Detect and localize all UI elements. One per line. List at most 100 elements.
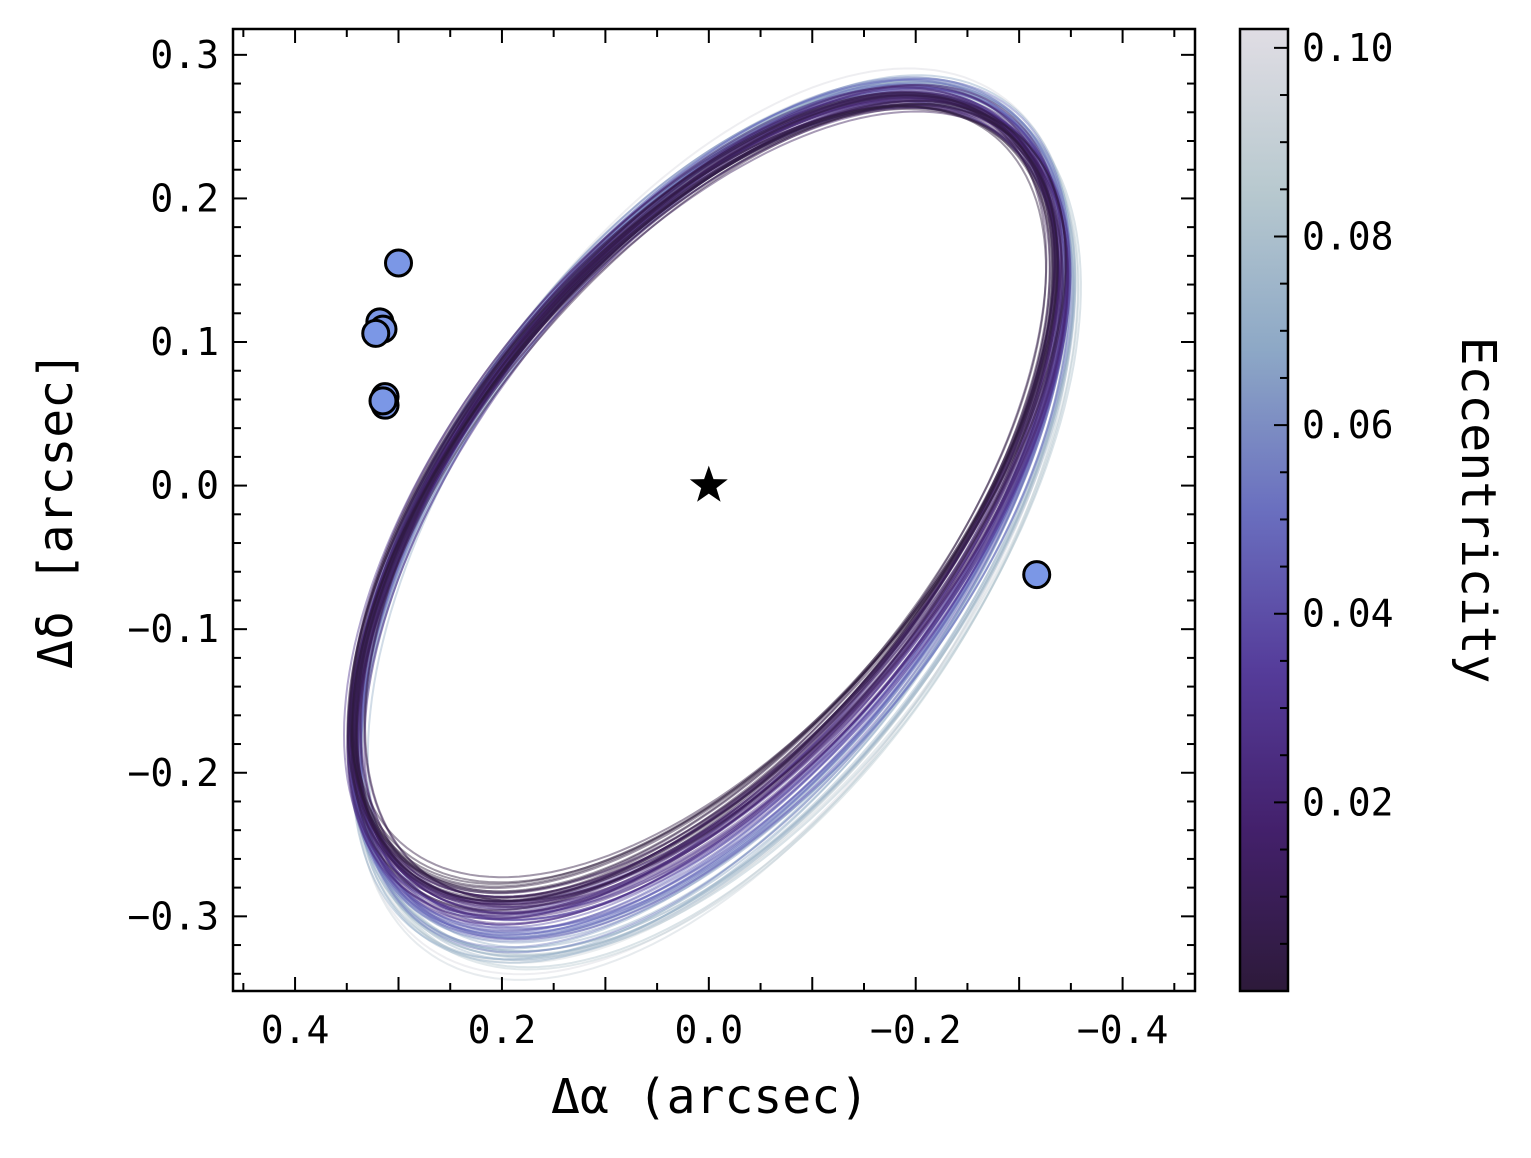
orbit-track [366, 82, 1069, 949]
orbit-track [350, 94, 1071, 935]
x-axis-label: Δα (arcsec) [551, 1069, 869, 1125]
orbit-track [351, 106, 1058, 879]
colorbar-ticks: 0.02 0.04 0.06 0.08 0.10 [1274, 26, 1394, 945]
orbit-track [353, 110, 1064, 898]
orbit-track [358, 87, 1074, 971]
orbit-track [353, 100, 1068, 915]
orbit-track [349, 82, 1065, 934]
orbit-track [357, 84, 1079, 957]
orbit-track [346, 107, 1055, 890]
orbit-track [351, 85, 1075, 958]
orbit-track [347, 91, 1057, 898]
orbit-track [351, 67, 1077, 976]
orbit-track [356, 95, 1069, 920]
orbit-track [354, 93, 1048, 903]
y-tick-label: 0.0 [150, 464, 219, 508]
orbit-track [359, 82, 1074, 956]
orbit-track [350, 91, 1056, 920]
observation-point [368, 386, 398, 416]
y-tick-label: −0.3 [127, 894, 219, 938]
orbit-track [352, 74, 1073, 950]
colorbar [1238, 27, 1290, 993]
orbit-track [351, 83, 1070, 944]
orbit-track [354, 79, 1076, 964]
orbit-track [348, 103, 1069, 917]
orbit-track [348, 91, 1065, 932]
orbit-track [348, 106, 1070, 906]
orbit-track [364, 96, 1058, 902]
x-tick-label: 0.2 [468, 1008, 537, 1052]
orbit-track [360, 80, 1080, 969]
x-tick-label: −0.4 [1077, 1008, 1169, 1052]
orbit-track [351, 94, 1063, 915]
host-star-marker [689, 465, 728, 502]
orbit-track [360, 100, 1075, 939]
x-tick-label: −0.2 [870, 1008, 962, 1052]
orbit-track [355, 106, 1063, 911]
orbit-track [354, 76, 1071, 954]
orbit-track [355, 86, 1070, 939]
orbit-tracks [342, 67, 1082, 981]
orbit-track [359, 93, 1055, 899]
orbit-track [351, 80, 1077, 953]
orbit-track [346, 92, 1060, 902]
plot-frame [231, 27, 1197, 993]
observation-point [361, 318, 391, 348]
orbit-track [355, 98, 1070, 914]
orbit-track [359, 85, 1055, 909]
orbit-track [346, 99, 1060, 917]
colorbar-tick-label: 0.06 [1302, 403, 1394, 447]
orbit-track [349, 104, 1054, 884]
orbit-track [342, 85, 1068, 915]
orbit-track [347, 77, 1072, 939]
star-icon [689, 465, 728, 502]
orbit-track [348, 93, 1069, 929]
orbit-track [349, 103, 1064, 899]
colorbar-tick-label: 0.02 [1302, 780, 1394, 824]
colorbar-tick-label: 0.08 [1302, 214, 1394, 258]
orbit-track [353, 97, 1069, 921]
orbit-track [353, 83, 1061, 938]
orbit-track [359, 91, 1073, 930]
orbit-track [353, 84, 1067, 943]
orbit-track [350, 102, 1059, 888]
orbit-track [350, 81, 1074, 953]
orbit-track [352, 87, 1059, 926]
orbit-track [349, 94, 1059, 893]
orbit-track [360, 93, 1070, 931]
orbit-track [360, 87, 1072, 962]
orbit-track [350, 94, 1054, 912]
orbit-track [349, 97, 1057, 903]
orbit-track [353, 91, 1052, 903]
orbit-track [354, 84, 1057, 909]
y-axis-ticks: 0.3 0.2 0.1 0.0 −0.1 −0.2 −0.3 [127, 33, 1195, 975]
orbit-track [356, 80, 1069, 949]
y-tick-label: −0.2 [127, 751, 219, 795]
orbit-track [363, 90, 1059, 902]
orbit-track [357, 77, 1071, 937]
orbit-track [349, 95, 1070, 932]
orbit-track [355, 99, 1056, 894]
orbit-track [356, 80, 1077, 958]
orbit-track [346, 99, 1063, 905]
y-tick-label: 0.2 [150, 176, 219, 220]
x-axis-ticks: 0.4 0.2 0.0 −0.2 −0.4 [242, 29, 1176, 1052]
orbit-track [351, 102, 1067, 885]
orbit-track [355, 92, 1068, 925]
y-tick-label: 0.1 [150, 320, 219, 364]
x-tick-label: 0.4 [261, 1008, 330, 1052]
orbit-track [353, 89, 1067, 934]
orbit-track [353, 78, 1070, 981]
orbit-track [355, 76, 1070, 964]
orbit-track [356, 104, 1069, 906]
y-axis-label: Δδ [arcsec] [28, 351, 84, 669]
orbit-track [357, 83, 1063, 911]
orbit-track [351, 78, 1068, 961]
orbit-track [356, 101, 1060, 913]
orbit-track [351, 100, 1061, 921]
colorbar-tick-label: 0.10 [1302, 26, 1394, 70]
orbit-track [355, 105, 1048, 893]
orbit-track [351, 104, 1061, 909]
orbit-track [355, 86, 1065, 953]
